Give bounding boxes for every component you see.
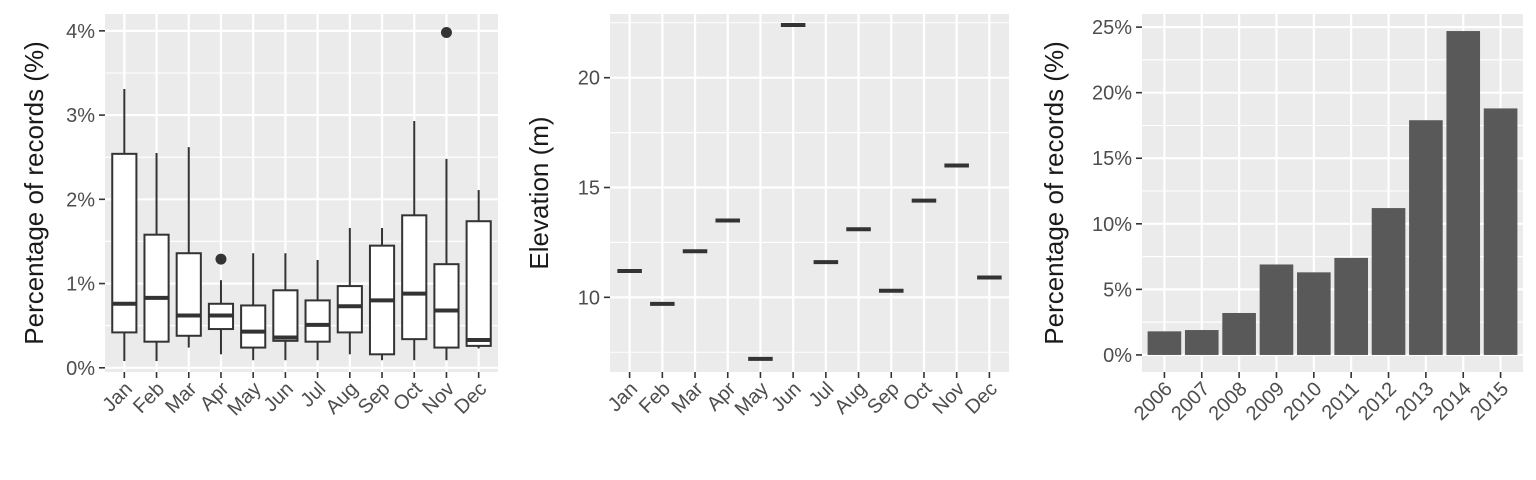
box — [175, 252, 202, 337]
x-tick-label: 2008 — [1205, 378, 1252, 425]
box — [465, 220, 492, 347]
box — [304, 299, 331, 343]
y-tick-label: 15% — [1092, 148, 1132, 170]
marks — [617, 22, 1002, 361]
y-tick-label: 25% — [1092, 17, 1132, 39]
bar — [1184, 330, 1219, 355]
bar — [1259, 264, 1294, 355]
box — [272, 289, 299, 342]
panel-background — [610, 14, 1009, 372]
y-tick-label: 5% — [1103, 279, 1132, 301]
x-tick-label: 2011 — [1318, 378, 1364, 424]
y-tick-label: 15 — [578, 178, 600, 200]
y-tick-label: 20% — [1092, 83, 1132, 105]
y-tick-label: 10 — [578, 287, 600, 309]
y-axis-title: Elevation (m) — [524, 116, 554, 269]
x-tick-label: 2007 — [1167, 378, 1214, 425]
y-axis: 0% 1% 2% 3% 4% — [66, 21, 105, 380]
panel-background — [105, 14, 498, 372]
box — [240, 304, 267, 349]
bar — [1409, 120, 1443, 355]
bar — [1147, 331, 1182, 355]
x-tick-label: 2006 — [1130, 378, 1177, 425]
bar — [1483, 108, 1518, 355]
bar — [1371, 208, 1406, 355]
y-tick-label: 10% — [1092, 214, 1132, 236]
x-tick-label: Nov — [418, 378, 459, 419]
x-tick-label: Aug — [322, 378, 363, 419]
bar — [1297, 272, 1331, 355]
bar — [1334, 257, 1368, 355]
bar — [1222, 312, 1256, 355]
grid-lines — [610, 14, 1009, 372]
x-tick-label: Aug — [830, 378, 871, 419]
x-tick-label: Jan — [604, 378, 642, 416]
x-tick-label: May — [731, 378, 773, 420]
outlier-point — [440, 27, 452, 39]
x-tick-label: May — [223, 378, 265, 420]
x-tick-label: 2014 — [1429, 378, 1476, 425]
panel-yearly-bars: 0%5%10%15%20%25% 20062007200820092010201… — [1039, 14, 1523, 425]
x-tick-label: Nov — [928, 378, 969, 419]
x-tick-label: Sep — [863, 378, 904, 419]
x-tick-label: Jan — [99, 378, 137, 416]
bar — [1446, 31, 1481, 355]
marks — [1147, 31, 1518, 355]
x-tick-label: 2015 — [1466, 378, 1513, 425]
y-tick-label: 2% — [66, 189, 95, 211]
x-tick-label: 2012 — [1354, 378, 1401, 425]
marks — [111, 27, 492, 362]
x-tick-label: 2013 — [1391, 378, 1438, 425]
x-tick-label: Feb — [635, 378, 675, 418]
box — [143, 233, 170, 343]
y-tick-label: 1% — [66, 274, 95, 296]
x-tick-label: Oct — [389, 378, 427, 416]
y-axis: 10 15 20 — [578, 68, 610, 309]
box — [336, 285, 363, 334]
x-tick-label: Sep — [354, 378, 395, 419]
x-tick-label: Dec — [450, 378, 491, 419]
x-tick-label: Oct — [899, 378, 937, 416]
y-tick-label: 0% — [66, 358, 95, 380]
x-tick-label: Dec — [961, 378, 1002, 419]
x-tick-label: Mar — [668, 378, 708, 418]
y-tick-label: 4% — [66, 21, 95, 43]
y-axis-title: Percentage of records (%) — [19, 41, 49, 344]
x-tick-label: Jun — [260, 378, 298, 416]
box — [401, 214, 428, 341]
x-tick-label: Feb — [129, 378, 169, 418]
x-tick-label: 2009 — [1242, 378, 1289, 425]
outlier-point — [215, 253, 227, 265]
y-axis: 0% 5% 10% 15% 20% 25% — [1092, 17, 1142, 367]
y-tick-label: 0% — [1103, 345, 1132, 367]
y-axis-title: Percentage of records (%) — [1039, 41, 1069, 344]
x-tick-label: Mar — [161, 378, 201, 418]
y-tick-label: 20 — [578, 68, 600, 90]
box — [433, 263, 460, 349]
y-tick-label: 3% — [66, 105, 95, 127]
panel-monthly-boxplot: 0% 1% 2% 3% 4% JanFebMarAprMayJunJulAugSepOc… — [19, 14, 498, 420]
x-tick-label: 2010 — [1279, 378, 1326, 425]
x-tick-label: Jun — [767, 378, 805, 416]
